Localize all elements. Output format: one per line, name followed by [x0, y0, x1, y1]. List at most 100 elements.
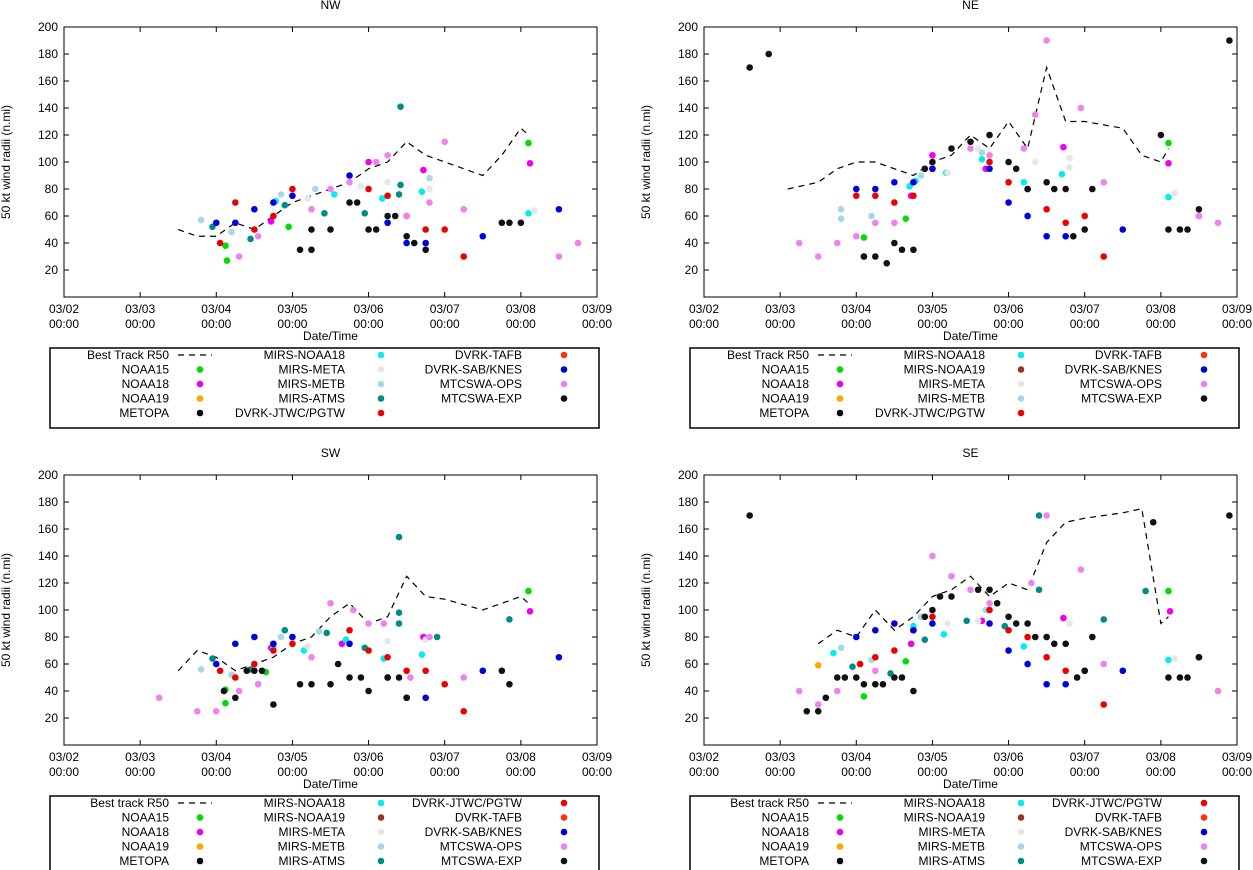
legend-label: MTCSWA-EXP	[441, 392, 522, 406]
data-point-mtcswa-ops	[795, 239, 803, 247]
data-point-dvrk-sab-knes	[346, 640, 353, 648]
data-point-dvrk-sab-knes	[422, 694, 429, 702]
x-axis-label: Date/Time	[943, 329, 998, 343]
data-point-dvrk-jtwc-pgtw	[852, 192, 860, 200]
legend-label: DVRK-JTWC/PGTW	[235, 406, 346, 420]
data-point-dvrk-sab-knes	[289, 192, 296, 200]
data-point-dvrk-sab-knes	[872, 626, 879, 634]
data-point-mtcswa-exp	[353, 199, 361, 206]
legend-swatch-dot	[377, 366, 385, 373]
legend-swatch-dot	[196, 843, 204, 850]
legend-swatch-dot	[560, 395, 568, 402]
x-tick-label: 00:00	[582, 317, 612, 331]
data-point-mtcswa-exp	[327, 680, 334, 688]
y-tick-label: 120	[38, 128, 58, 142]
data-point-mtcswa-ops	[346, 178, 353, 186]
data-point-noaa18	[1060, 614, 1067, 622]
y-tick-label: 200	[678, 20, 698, 34]
data-point-mtcswa-ops	[555, 253, 563, 260]
y-tick-label: 180	[38, 47, 58, 61]
legend-label: NOAA19	[762, 840, 810, 854]
x-tick-label: 00:00	[430, 317, 460, 331]
legend-label: NOAA15	[122, 811, 170, 825]
y-tick-label: 200	[38, 468, 58, 482]
data-point-mtcswa-exp	[974, 586, 982, 594]
data-point-mirs-noaa18	[1020, 643, 1028, 650]
legend-label: MIRS-META	[279, 825, 345, 839]
data-point-mtcswa-exp	[872, 680, 879, 688]
data-point-mtcswa-exp	[1069, 232, 1077, 240]
data-point-dvrk-jtwc-pgtw	[872, 653, 879, 661]
legend-label: MTCSWA-OPS	[1080, 377, 1162, 391]
data-point-dvrk-sab-knes	[910, 178, 917, 186]
data-point-mirs-noaa18	[1165, 193, 1172, 201]
best-track-line	[787, 65, 1169, 190]
data-point-mtcswa-exp	[1043, 633, 1050, 641]
data-point-mtcswa-ops	[833, 239, 841, 247]
data-point-dvrk-sab-knes	[479, 232, 487, 240]
data-point-dvrk-sab-knes	[852, 633, 860, 641]
data-point-mtcswa-exp	[1195, 205, 1203, 213]
data-point-mtcswa-exp	[1089, 185, 1096, 193]
legend-swatch-dot	[377, 857, 385, 865]
data-point-dvrk-sab-knes	[422, 239, 429, 247]
x-axis-label: Date/Time	[303, 777, 358, 791]
data-point-mirs-noaa18	[1058, 170, 1066, 178]
data-point-dvrk-jtwc-pgtw	[1062, 219, 1069, 227]
data-point-mirs-meta	[1031, 158, 1039, 166]
y-tick-label: 180	[38, 495, 58, 509]
data-point-mirs-meta	[974, 617, 982, 625]
y-tick-label: 80	[685, 630, 699, 644]
legend-label: MIRS-NOAA18	[904, 796, 986, 810]
data-point-mtcswa-exp	[1176, 674, 1184, 681]
data-point-mtcswa-exp	[251, 667, 258, 675]
data-point-mirs-noaa18	[418, 651, 426, 658]
data-point-mtcswa-exp	[1149, 518, 1157, 526]
x-tick-label: 00:00	[841, 317, 871, 331]
data-point-mtcswa-exp	[1226, 512, 1233, 519]
data-point-mirs-atms	[921, 636, 929, 643]
data-point-dvrk-sab-knes	[212, 219, 220, 227]
x-tick-label: 00:00	[1070, 765, 1100, 779]
x-tick-label: 03/07	[1070, 302, 1100, 316]
legend-label: MIRS-METB	[918, 392, 985, 406]
data-point-mtcswa-exp	[860, 680, 868, 688]
data-point-mirs-atms	[395, 609, 403, 616]
data-point-mirs-meta	[384, 178, 391, 186]
legend-swatch-dot	[1017, 409, 1025, 417]
data-point-mtcswa-exp	[1073, 674, 1081, 681]
data-point-mtcswa-exp	[1012, 620, 1020, 627]
data-point-mtcswa-ops	[350, 606, 357, 614]
data-point-mtcswa-exp	[860, 253, 868, 260]
data-point-mirs-metb	[311, 185, 319, 193]
x-tick-label: 00:00	[125, 765, 155, 779]
x-tick-label: 03/05	[917, 302, 947, 316]
data-point-noaa15	[223, 257, 231, 264]
legend-label: MTCSWA-EXP	[1081, 854, 1162, 868]
data-point-mtcswa-exp	[391, 212, 399, 220]
legend-swatch-dot	[196, 395, 204, 402]
data-point-dvrk-sab-knes	[1005, 647, 1012, 654]
data-point-dvrk-jtwc-pgtw	[346, 626, 353, 634]
data-point-dvrk-sab-knes	[289, 633, 296, 641]
y-tick-label: 140	[678, 549, 698, 563]
data-point-mtcswa-ops	[1043, 37, 1050, 44]
data-point-mtcswa-ops	[872, 667, 879, 675]
data-point-dvrk-jtwc-pgtw	[1024, 633, 1031, 641]
data-point-mtcswa-ops	[986, 151, 993, 159]
legend-swatch-dot	[836, 843, 844, 850]
data-point-mtcswa-ops	[967, 145, 974, 152]
x-tick-label: 03/07	[1070, 750, 1100, 764]
data-point-dvrk-jtwc-pgtw	[929, 613, 936, 621]
plot-frame	[63, 26, 598, 298]
x-tick-label: 03/08	[506, 750, 536, 764]
data-point-mtcswa-exp	[270, 701, 277, 708]
data-point-dvrk-jtwc-pgtw	[1100, 701, 1108, 708]
data-point-mtcswa-ops	[365, 620, 372, 627]
panel-nw: NW2040608010012014016018020003/0200:0003…	[0, 0, 612, 429]
y-tick-label: 100	[38, 603, 58, 617]
legend-label: MIRS-NOAA19	[904, 363, 986, 377]
data-point-mtcswa-exp	[921, 165, 929, 173]
y-axis-label: 50 kt wind radii (n.mi)	[639, 105, 653, 219]
data-point-mirs-atms	[433, 633, 441, 641]
